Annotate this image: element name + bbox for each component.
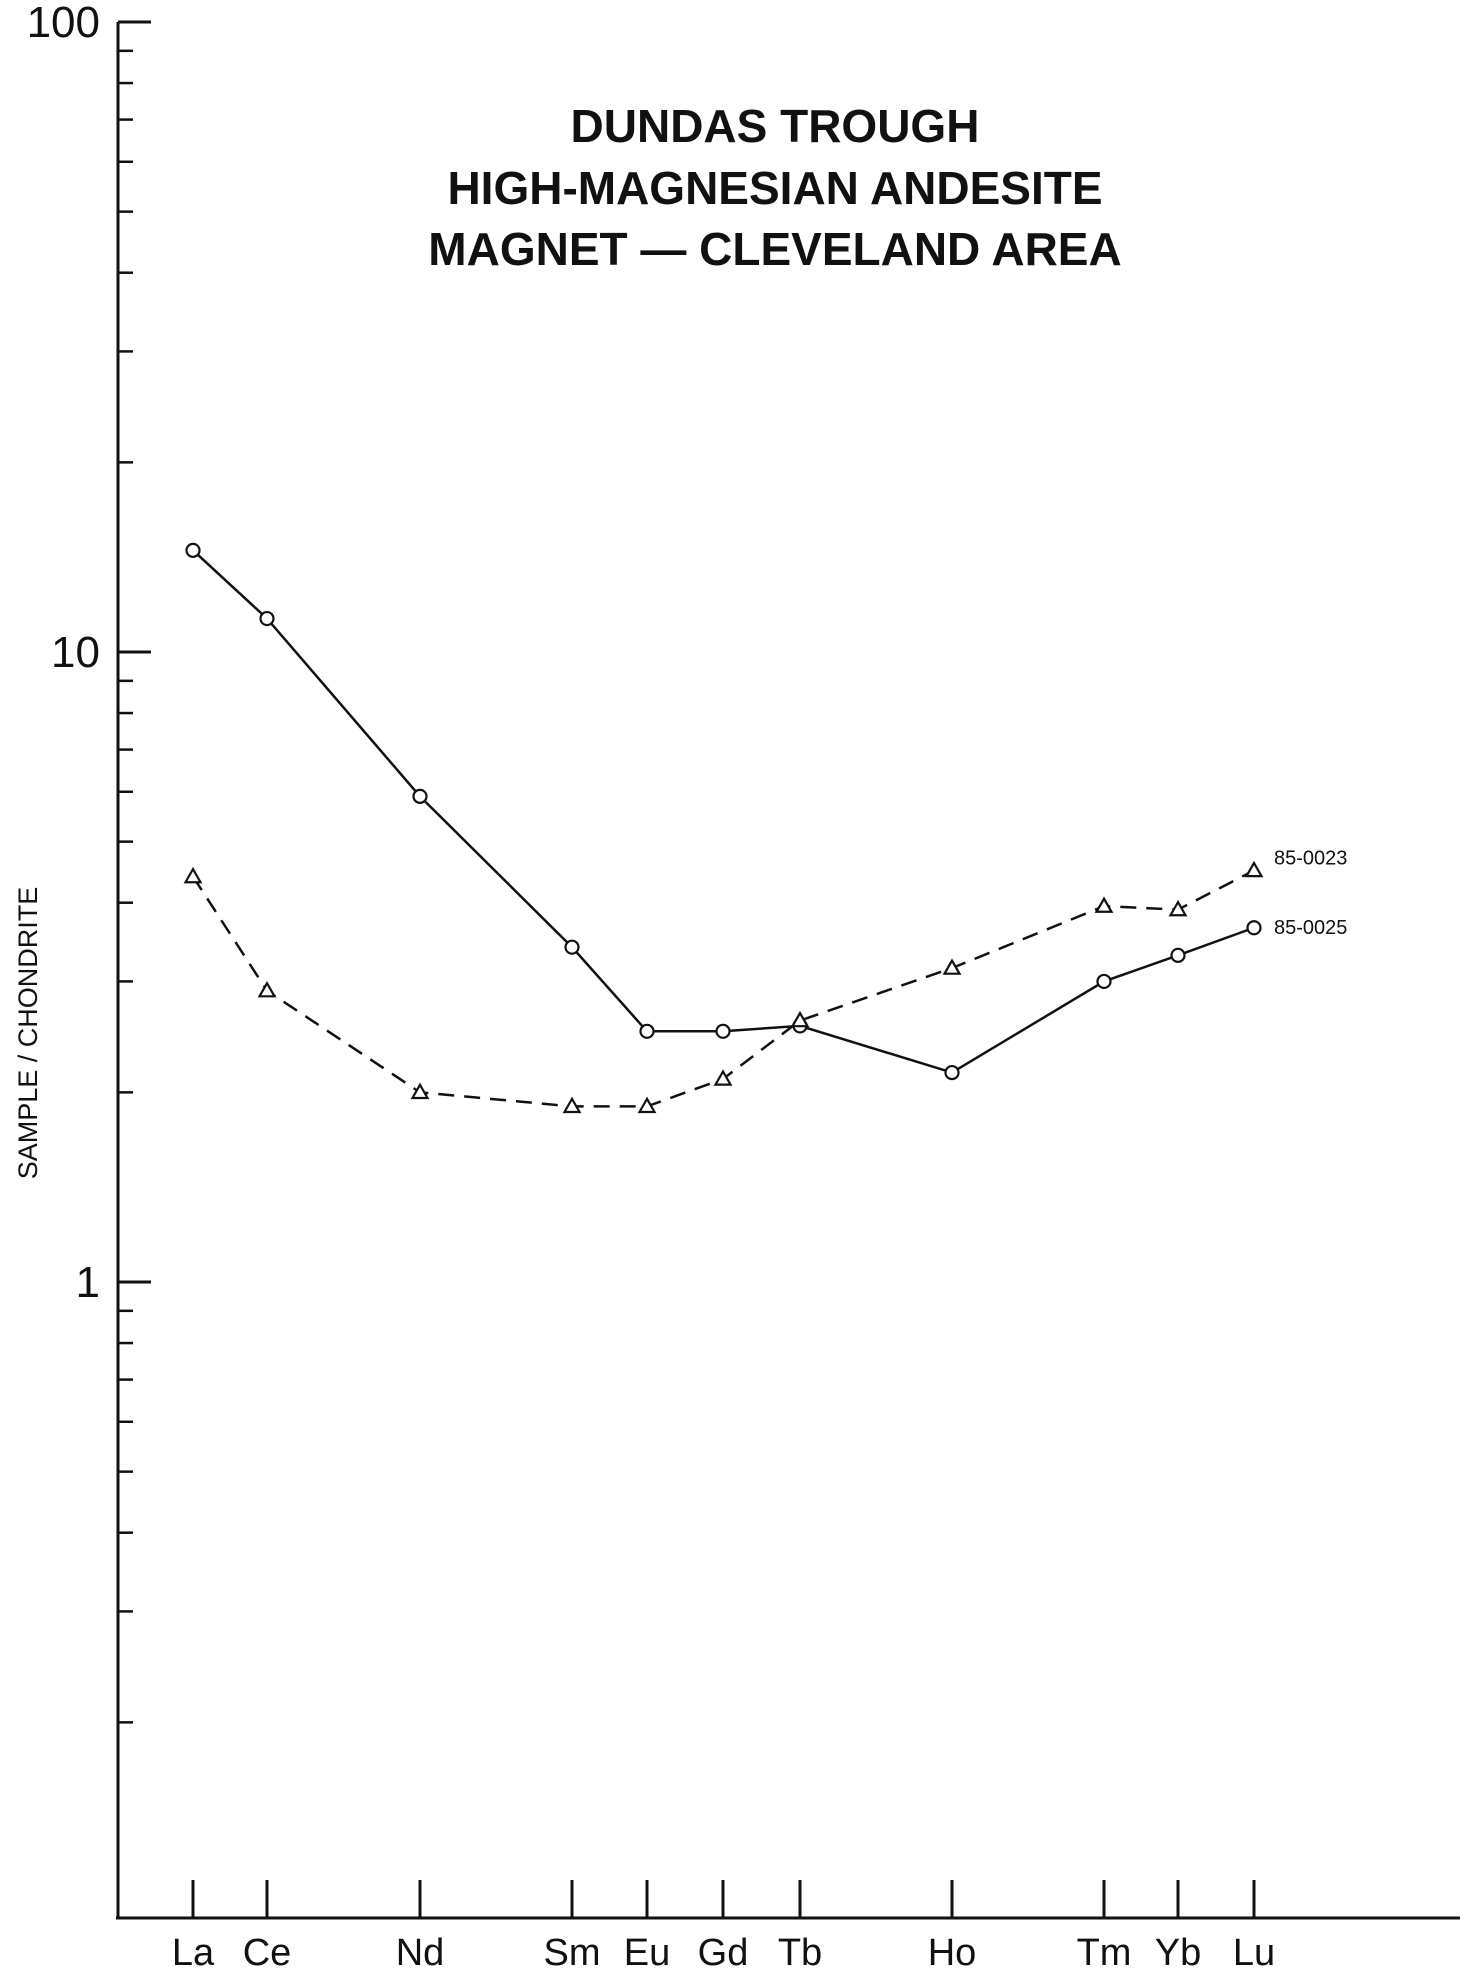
data-point-triangle <box>790 1010 810 1028</box>
data-point-circle <box>715 1023 731 1039</box>
x-tick-label-gd: Gd <box>698 1932 749 1973</box>
data-point-circle <box>639 1023 655 1039</box>
x-tick-label-eu: Eu <box>624 1932 670 1973</box>
data-point-triangle <box>1168 899 1188 917</box>
title-line-2: HIGH-MAGNESIAN ANDESITE <box>447 162 1102 214</box>
data-point-triangle <box>410 1082 430 1100</box>
data-point-triangle <box>562 1096 582 1114</box>
data-point-circle <box>412 788 428 804</box>
data-point-circle <box>185 542 201 558</box>
x-tick-label-lu: Lu <box>1233 1932 1275 1973</box>
y-tick-label: 10 <box>51 628 100 677</box>
data-point-triangle <box>637 1096 657 1114</box>
data-point-triangle <box>1244 860 1264 878</box>
series-line <box>192 549 1255 1074</box>
data-point-circle <box>1096 973 1112 990</box>
data-point-triangle <box>257 980 277 998</box>
y-tick-label: 1 <box>76 1258 100 1307</box>
x-tick-label-tb: Tb <box>778 1932 822 1973</box>
title-line-3: MAGNET — CLEVELAND AREA <box>428 223 1121 275</box>
data-point-circle <box>1246 920 1262 936</box>
x-tick-label-ce: Ce <box>243 1932 292 1973</box>
x-ticks: La Ce Nd Sm Eu Gd Tb Ho Tm Yb Lu <box>172 1880 1275 1973</box>
title-line-1: DUNDAS TROUGH <box>571 100 980 152</box>
x-tick-label-tm: Tm <box>1077 1932 1132 1973</box>
series-label: 85-0023 <box>1274 847 1347 869</box>
series-label: 85-0025 <box>1274 917 1347 939</box>
series-layer: 85-0025 85-0023 <box>183 542 1347 1114</box>
data-point-triangle <box>942 958 962 975</box>
series-85-0023: 85-0023 <box>183 847 1347 1114</box>
data-point-circle <box>564 939 580 955</box>
x-tick-label-ho: Ho <box>928 1932 977 1973</box>
x-tick-label-sm: Sm <box>544 1932 601 1973</box>
x-tick-label-la: La <box>172 1932 215 1973</box>
x-tick-label-yb: Yb <box>1155 1932 1201 1973</box>
data-point-circle <box>944 1064 960 1081</box>
x-tick-label-nd: Nd <box>396 1932 445 1973</box>
series-85-0025: 85-0025 <box>185 542 1347 1081</box>
data-point-triangle <box>183 866 203 884</box>
data-point-triangle <box>1094 896 1114 913</box>
data-point-circle <box>259 610 275 627</box>
y-axis-label: SAMPLE / CHONDRITE <box>13 887 43 1180</box>
chart-title: DUNDAS TROUGH HIGH-MAGNESIAN ANDESITE MA… <box>428 100 1121 275</box>
y-tick-label: 100 <box>27 0 100 47</box>
y-ticks: 100 10 1 <box>27 0 151 1724</box>
data-point-triangle <box>713 1069 733 1086</box>
data-point-circle <box>1170 947 1186 963</box>
